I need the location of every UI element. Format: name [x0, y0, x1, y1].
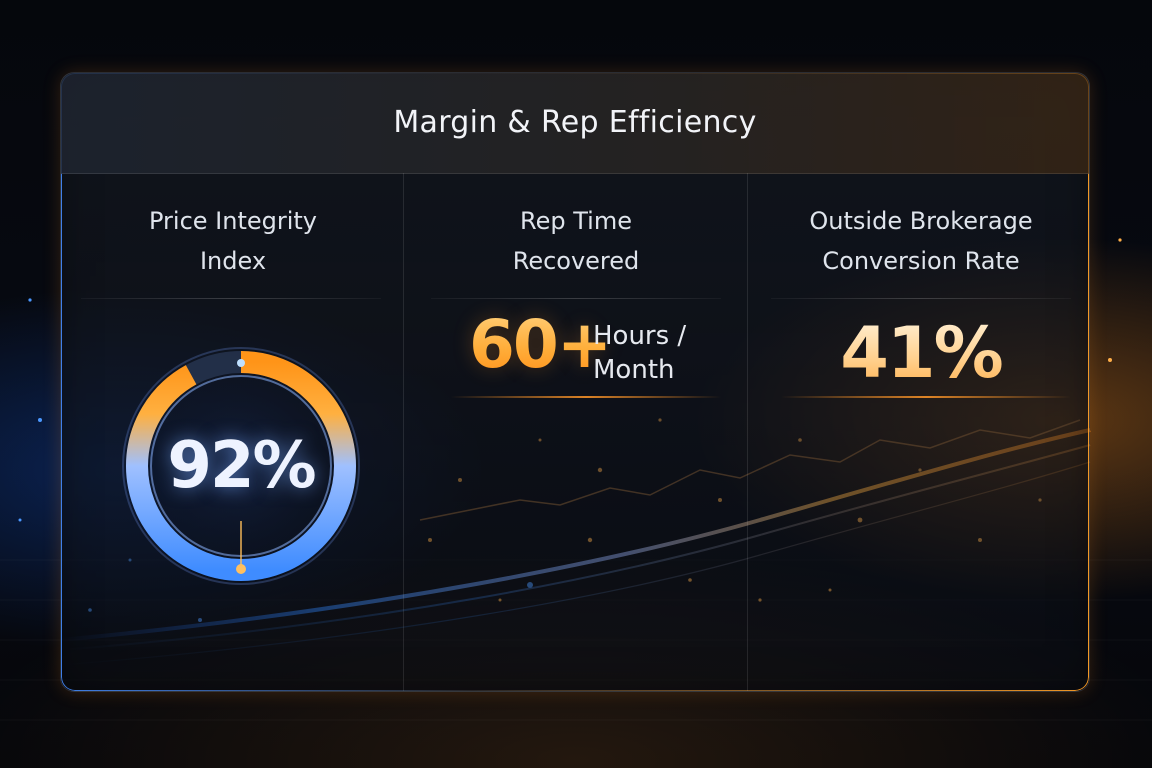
- card-header: [61, 73, 1089, 174]
- column-rule: [771, 298, 1071, 299]
- card-title: Margin & Rep Efficiency: [393, 105, 757, 140]
- price-integrity-value: 92%: [167, 429, 316, 503]
- column-rule: [81, 298, 381, 299]
- rep-time-underline: [451, 396, 721, 398]
- column-rule: [431, 298, 721, 299]
- metric-label-price-integrity: Price Integrity Index: [148, 207, 318, 275]
- price-integrity-gauge: [122, 347, 360, 585]
- brokerage-conversion-underline: [781, 396, 1071, 398]
- brokerage-conversion-value: 41%: [751, 313, 1089, 393]
- rep-time-unit: Hours / Month: [593, 321, 687, 385]
- metric-label-brokerage-conversion: Outside Brokerage Conversion Rate: [809, 207, 1033, 275]
- column-divider: [403, 173, 404, 691]
- column-divider: [747, 173, 748, 691]
- metric-label-rep-time: Rep Time Recovered: [512, 207, 640, 275]
- metrics-card: Margin & Rep Efficiency Price Integrity …: [60, 72, 1090, 692]
- rep-time-value: 60+: [469, 306, 612, 383]
